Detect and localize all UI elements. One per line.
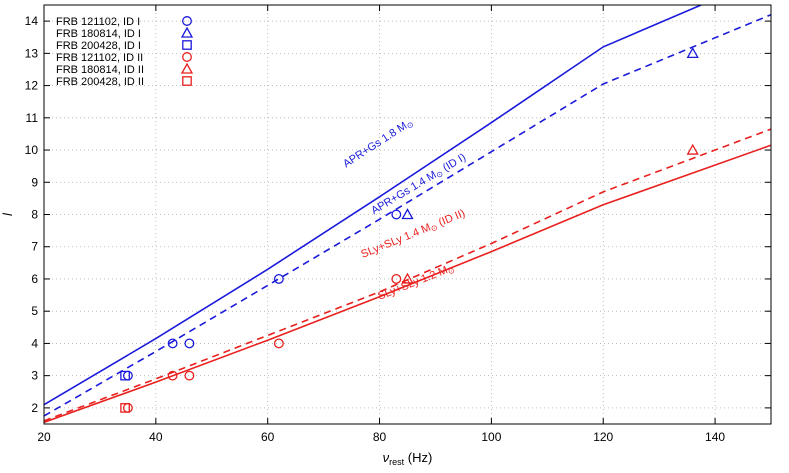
marker-frb-121102-id-i: [184, 338, 195, 349]
marker-frb-121102-id-i: [273, 274, 284, 284]
legend-marker-frb-121102-id-ii: [182, 52, 192, 62]
marker-frb-200428-id-ii: [120, 403, 130, 413]
marker-frb-121102-id-i: [391, 209, 402, 220]
legend-label-frb-200428-id-i: FRB 200428, ID I: [56, 40, 141, 52]
marker-frb-121102-id-ii: [391, 274, 402, 284]
curve-apr-gs-1-8-m: [44, 5, 702, 406]
marker-frb-121102-id-ii: [184, 370, 195, 381]
marker-frb-121102-id-ii: [273, 338, 284, 349]
curve-label-sun-symbol: ⊙: [435, 169, 445, 180]
legend-marker-frb-180814-id-ii: [180, 62, 194, 74]
curve-label-sun-symbol: ⊙: [429, 223, 439, 234]
legend-marker-frb-200428-id-i: [182, 40, 192, 50]
x-tick-label: 120: [593, 430, 613, 444]
x-axis-title-unit: (Hz): [404, 450, 432, 465]
legend-marker-frb-121102-id-i: [182, 16, 192, 26]
legend-label-frb-121102-id-ii: FRB 121102, ID II: [56, 52, 143, 64]
curve-label-sun-symbol: ⊙: [447, 266, 457, 277]
y-tick-label: 10: [25, 143, 39, 157]
model-curves: [44, 5, 771, 424]
y-tick-label: 7: [31, 240, 38, 254]
x-tick-label: 40: [149, 430, 163, 444]
legend-label-frb-180814-id-ii: FRB 180814, ID II: [56, 64, 144, 76]
marker-frb-180814-id-ii: [401, 272, 414, 284]
y-tick-label: 4: [31, 336, 38, 350]
legend-label-frb-121102-id-i: FRB 121102, ID I: [56, 16, 140, 28]
marker-frb-121102-id-i: [167, 338, 178, 349]
y-tick-label: 5: [31, 304, 38, 318]
curve-sly-sly-1-4-m-id-ii: [44, 128, 771, 422]
x-tick-label: 20: [37, 430, 51, 444]
y-tick-label: 14: [25, 14, 39, 28]
marker-frb-121102-id-ii: [167, 370, 178, 381]
y-tick-label: 8: [31, 208, 38, 222]
curve-sly-sly-1-2-m: [44, 144, 771, 424]
marker-frb-180814-id-i: [401, 208, 414, 220]
marker-frb-180814-id-i: [686, 47, 699, 58]
y-tick-label: 3: [31, 369, 38, 383]
legend-label-frb-200428-id-ii: FRB 200428, ID II: [56, 76, 144, 88]
legend-marker-frb-200428-id-ii: [182, 76, 192, 86]
curve-apr-gs-1-4-m-id-i: [44, 13, 771, 417]
curve-label-sun-symbol: ⊙: [405, 120, 416, 131]
x-axis-title: νrest (Hz): [383, 450, 433, 467]
legend-marker-frb-180814-id-i: [180, 26, 194, 38]
x-axis-title-sub: rest: [389, 457, 405, 467]
y-tick-label: 2: [31, 401, 38, 415]
x-tick-label: 140: [705, 430, 725, 444]
y-tick-label: 11: [26, 111, 39, 125]
y-axis-title: l: [0, 212, 15, 216]
y-tick-label: 9: [31, 175, 38, 189]
marker-frb-200428-id-i: [120, 370, 130, 381]
legend-label-frb-180814-id-i: FRB 180814, ID I: [56, 28, 141, 40]
x-tick-label: 60: [261, 430, 275, 444]
marker-frb-180814-id-ii: [686, 143, 699, 155]
x-tick-label: 80: [373, 430, 387, 444]
y-tick-label: 13: [25, 46, 39, 60]
x-tick-label: 100: [481, 430, 501, 444]
data-points: [120, 47, 699, 413]
y-tick-label: 6: [31, 272, 38, 286]
y-tick-label: 12: [25, 79, 39, 93]
x-axis-title-main: ν: [383, 450, 390, 465]
axis-ticks: 20 40 60 80 100 120 140 2 3 4 5 6 7 8 9 10 11 12 13 14: [25, 5, 771, 444]
